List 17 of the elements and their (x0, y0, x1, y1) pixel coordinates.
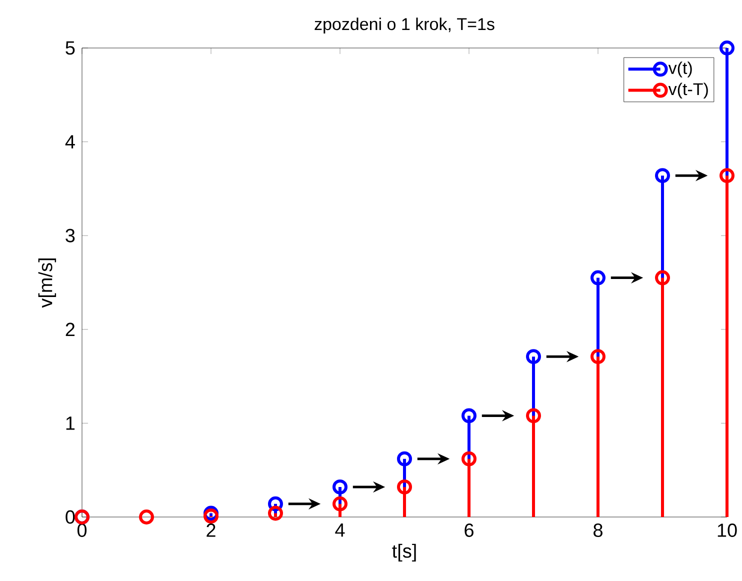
x-tick-label: 4 (335, 524, 345, 537)
legend-label: v(t-T) (668, 82, 708, 99)
x-tick-label: 2 (206, 524, 216, 537)
x-tick-label: 10 (718, 524, 737, 537)
y-tick-label: 2 (66, 322, 75, 336)
x-tick-label: 6 (464, 524, 474, 537)
x-tick-label: 0 (77, 524, 87, 537)
y-tick-label: 0 (66, 510, 75, 524)
legend-label: v(t) (668, 62, 692, 78)
y-axis-title: v[m/s] (38, 258, 56, 308)
y-tick-label: 3 (66, 228, 75, 242)
y-tick-label: 5 (66, 41, 75, 55)
chart-title: zpozdeni o 1 krok, T=1s (314, 18, 494, 34)
x-axis-title: t[s] (392, 544, 416, 562)
x-tick-label: 8 (594, 524, 602, 537)
y-tick-label: 1 (66, 416, 75, 430)
y-tick-label: 4 (65, 135, 75, 148)
